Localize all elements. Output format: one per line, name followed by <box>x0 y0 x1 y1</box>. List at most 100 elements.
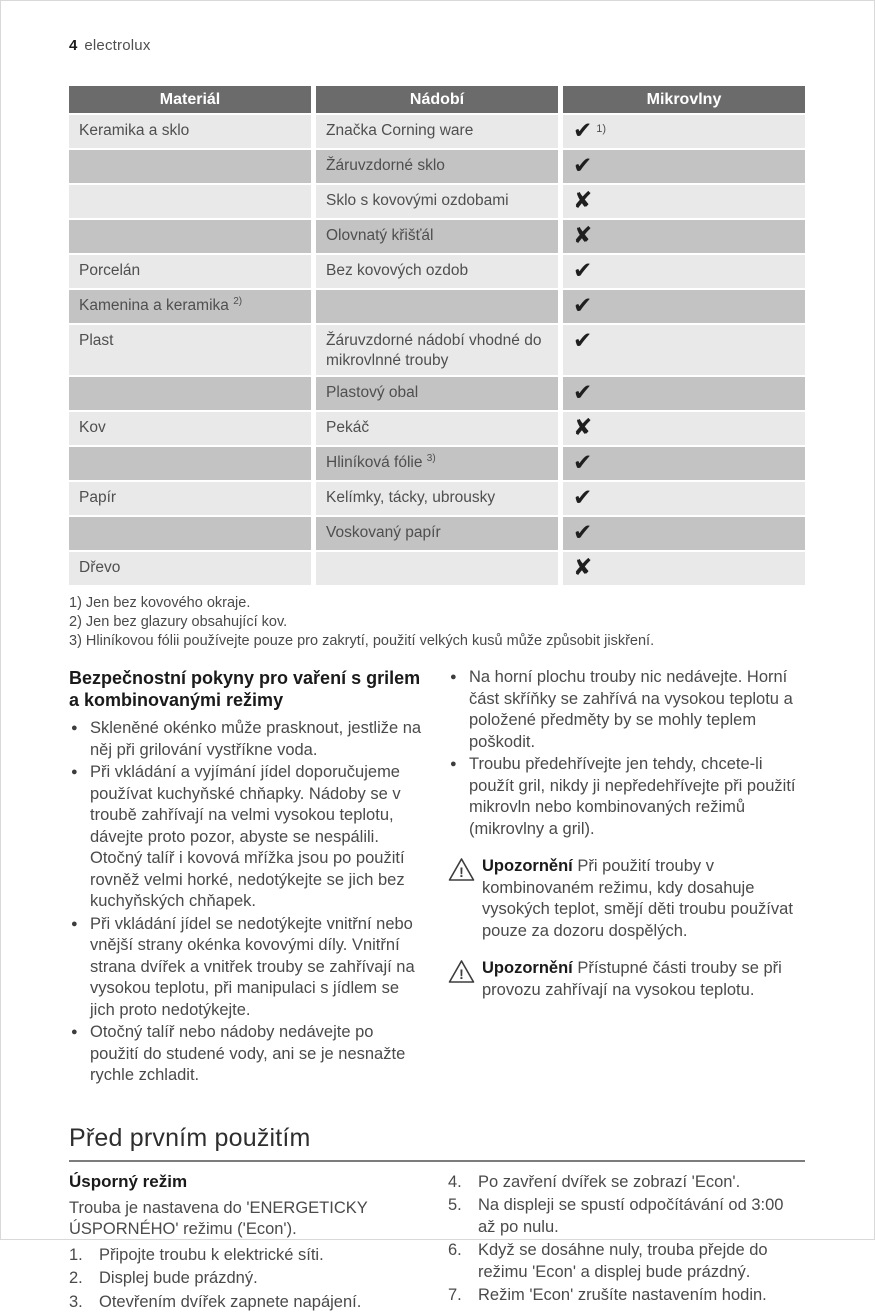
materials-table: Materiál Nádobí Mikrovlny Keramika a skl… <box>69 86 805 585</box>
table-row: Hliníková fólie 3) ✔ <box>69 447 805 480</box>
intro-paragraph: Trouba je nastavena do 'ENERGETICKY ÚSPO… <box>69 1198 426 1241</box>
step-text: Displej bude prázdný. <box>99 1268 258 1290</box>
bullet-item: Při vkládání jídel se nedotýkejte vnitřn… <box>69 914 426 1022</box>
step-item: 7.Režim 'Econ' zrušíte nastavením hodin. <box>448 1285 805 1307</box>
check-icon: ✔ <box>573 383 592 401</box>
svg-text:!: ! <box>459 864 464 880</box>
footnote: 3) Hliníkovou fólii používejte pouze pro… <box>69 632 805 651</box>
step-text: Když se dosáhne nuly, trouba přejde do r… <box>478 1240 805 1283</box>
dish-cell: Hliníková fólie <box>326 454 427 471</box>
cross-icon: ✘ <box>573 226 592 244</box>
check-icon: ✔ <box>573 296 592 314</box>
step-item: 1.Připojte troubu k elektrické síti. <box>69 1245 426 1267</box>
first-use-right-column: 4.Po zavření dvířek se zobrazí 'Econ'. 5… <box>448 1172 805 1315</box>
table-header-row: Materiál Nádobí Mikrovlny <box>69 86 805 113</box>
footnote-ref: 3) <box>427 453 436 464</box>
step-item: 6.Když se dosáhne nuly, trouba přejde do… <box>448 1240 805 1283</box>
dish-cell: Pekáč <box>326 419 369 436</box>
cross-icon: ✘ <box>573 191 592 209</box>
first-use-section: Před prvním použitím Úsporný režim Troub… <box>69 1124 805 1315</box>
footnote-ref: 1) <box>596 123 606 135</box>
step-number: 2. <box>69 1268 99 1290</box>
cross-icon: ✘ <box>573 418 592 436</box>
check-icon: ✔ <box>573 156 592 174</box>
dish-cell: Žáruvzdorné sklo <box>326 157 445 174</box>
safety-right-column: Na horní plochu trouby nic nedávejte. Ho… <box>448 667 805 1088</box>
safety-left-column: Bezpečnostní pokyny pro vaření s grilem … <box>69 667 426 1088</box>
footnote-ref: 2) <box>233 296 242 307</box>
material-cell: Plast <box>79 332 113 349</box>
page-header: 4 electrolux <box>69 37 805 54</box>
warning-icon: ! <box>448 958 482 1001</box>
material-cell: Kov <box>79 419 106 436</box>
footnote: 1) Jen bez kovového okraje. <box>69 594 805 613</box>
step-number: 1. <box>69 1245 99 1267</box>
table-row: Kov Pekáč ✘ <box>69 412 805 445</box>
check-icon: ✔ <box>573 488 592 506</box>
table-row: Kamenina a keramika 2) ✔ <box>69 290 805 323</box>
warning-label: Upozornění <box>482 857 573 875</box>
table-row: Plast Žáruvzdorné nádobí vhodné do mikro… <box>69 325 805 375</box>
warning-block: ! Upozornění Při použití trouby v kombin… <box>448 856 805 942</box>
steps-list: 1.Připojte troubu k elektrické síti. 2.D… <box>69 1245 426 1314</box>
table-row: Voskovaný papír ✔ <box>69 517 805 550</box>
safety-bullet-list: Na horní plochu trouby nic nedávejte. Ho… <box>448 667 805 840</box>
material-cell: Dřevo <box>79 559 120 576</box>
step-number: 7. <box>448 1285 478 1307</box>
step-item: 4.Po zavření dvířek se zobrazí 'Econ'. <box>448 1172 805 1194</box>
page-number: 4 <box>69 37 77 54</box>
warning-block: ! Upozornění Přístupné části trouby se p… <box>448 958 805 1001</box>
check-icon: ✔ <box>573 523 592 541</box>
dish-cell: Žáruvzdorné nádobí vhodné do mikrovlnné … <box>326 332 541 369</box>
check-icon: ✔ <box>573 331 592 349</box>
dish-cell: Olovnatý křišťál <box>326 227 433 244</box>
step-number: 5. <box>448 1195 478 1238</box>
subsection-title: Úsporný režim <box>69 1172 426 1192</box>
brand-logo-text: electrolux <box>84 37 150 54</box>
material-cell: Kamenina a keramika <box>79 297 233 314</box>
first-use-left-column: Úsporný režim Trouba je nastavena do 'EN… <box>69 1172 426 1315</box>
step-text: Otevřením dvířek zapnete napájení. <box>99 1292 361 1314</box>
section-title: Před prvním použitím <box>69 1124 805 1160</box>
column-header-dish: Nádobí <box>316 86 558 113</box>
warning-label: Upozornění <box>482 959 573 977</box>
bullet-item: Troubu předehřívejte jen tehdy, chcete-l… <box>448 754 805 840</box>
bullet-item: Při vkládání a vyjímání jídel doporučuje… <box>69 762 426 913</box>
dish-cell: Bez kovových ozdob <box>326 262 468 279</box>
table-row: Plastový obal ✔ <box>69 377 805 410</box>
dish-cell: Voskovaný papír <box>326 524 441 541</box>
table-footnotes: 1) Jen bez kovového okraje. 2) Jen bez g… <box>69 594 805 651</box>
bullet-item: Otočný talíř nebo nádoby nedávejte po po… <box>69 1022 426 1087</box>
step-number: 4. <box>448 1172 478 1194</box>
material-cell: Papír <box>79 489 116 506</box>
bullet-item: Skleněné okénko může prasknout, jestliže… <box>69 718 426 761</box>
step-item: 2.Displej bude prázdný. <box>69 1268 426 1290</box>
dish-cell: Plastový obal <box>326 384 418 401</box>
table-row: Olovnatý křišťál ✘ <box>69 220 805 253</box>
step-text: Na displeji se spustí odpočítávání od 3:… <box>478 1195 805 1238</box>
safety-bullet-list: Skleněné okénko může prasknout, jestliže… <box>69 718 426 1087</box>
material-cell: Porcelán <box>79 262 140 279</box>
dish-cell: Sklo s kovovými ozdobami <box>326 192 509 209</box>
dish-cell: Kelímky, tácky, ubrousky <box>326 489 495 506</box>
check-icon: ✔ <box>573 453 592 471</box>
column-header-material: Materiál <box>69 86 311 113</box>
bullet-item: Na horní plochu trouby nic nedávejte. Ho… <box>448 667 805 753</box>
table-row: Keramika a sklo Značka Corning ware ✔1) <box>69 115 805 148</box>
table-row: Žáruvzdorné sklo ✔ <box>69 150 805 183</box>
svg-text:!: ! <box>459 966 464 982</box>
step-item: 3.Otevřením dvířek zapnete napájení. <box>69 1292 426 1314</box>
step-number: 6. <box>448 1240 478 1283</box>
table-row: Sklo s kovovými ozdobami ✘ <box>69 185 805 218</box>
check-icon: ✔ <box>573 121 592 139</box>
material-cell: Keramika a sklo <box>79 122 189 139</box>
safety-section: Bezpečnostní pokyny pro vaření s grilem … <box>69 667 805 1088</box>
table-row: Dřevo ✘ <box>69 552 805 585</box>
warning-icon: ! <box>448 856 482 942</box>
cross-icon: ✘ <box>573 558 592 576</box>
table-row: Porcelán Bez kovových ozdob ✔ <box>69 255 805 288</box>
steps-list: 4.Po zavření dvířek se zobrazí 'Econ'. 5… <box>448 1172 805 1307</box>
check-icon: ✔ <box>573 261 592 279</box>
step-text: Po zavření dvířek se zobrazí 'Econ'. <box>478 1172 740 1194</box>
